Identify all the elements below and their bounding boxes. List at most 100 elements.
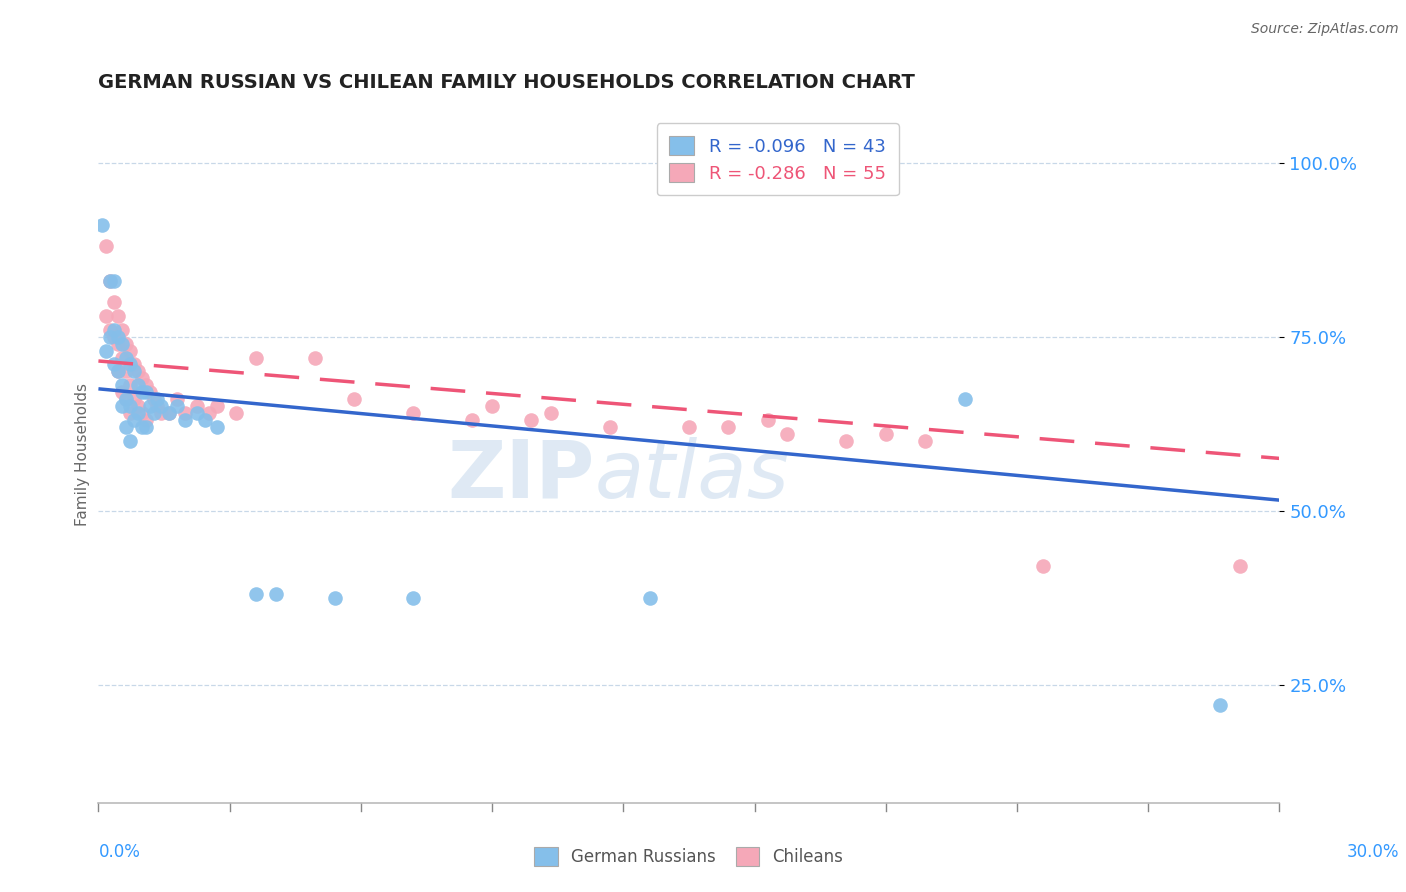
Point	[127, 378, 149, 392]
Point	[131, 406, 153, 420]
Point	[103, 323, 125, 337]
Point	[107, 329, 129, 343]
Point	[98, 323, 121, 337]
Point	[127, 364, 149, 378]
Point	[1209, 698, 1232, 713]
Point	[118, 406, 141, 420]
Point	[111, 399, 134, 413]
Point	[111, 378, 134, 392]
Point	[1032, 559, 1054, 574]
Text: atlas: atlas	[595, 437, 789, 515]
Point	[776, 427, 799, 442]
Point	[166, 392, 188, 407]
Y-axis label: Family Households: Family Households	[75, 384, 90, 526]
Text: Source: ZipAtlas.com: Source: ZipAtlas.com	[1251, 22, 1399, 37]
Point	[914, 434, 936, 448]
Point	[142, 406, 165, 420]
Point	[107, 336, 129, 351]
Point	[118, 358, 141, 372]
Point	[122, 392, 145, 407]
Point	[115, 392, 138, 407]
Point	[107, 364, 129, 378]
Point	[131, 420, 153, 434]
Point	[107, 309, 129, 323]
Point	[638, 591, 661, 605]
Point	[402, 406, 425, 420]
Text: 30.0%: 30.0%	[1347, 843, 1399, 861]
Point	[756, 413, 779, 427]
Point	[157, 406, 180, 420]
Point	[131, 385, 153, 400]
Point	[166, 399, 188, 413]
Point	[245, 351, 267, 365]
Point	[122, 358, 145, 372]
Point	[115, 336, 138, 351]
Point	[122, 413, 145, 427]
Point	[402, 591, 425, 605]
Point	[118, 434, 141, 448]
Point	[174, 406, 197, 420]
Point	[142, 392, 165, 407]
Text: 0.0%: 0.0%	[98, 843, 141, 861]
Point	[323, 591, 346, 605]
Point	[118, 343, 141, 358]
Point	[150, 406, 173, 420]
Point	[174, 413, 197, 427]
Point	[717, 420, 740, 434]
Point	[186, 399, 208, 413]
Point	[103, 329, 125, 343]
Point	[96, 239, 118, 253]
Point	[225, 406, 247, 420]
Point	[135, 420, 157, 434]
Point	[115, 420, 138, 434]
Point	[343, 392, 366, 407]
Point	[131, 371, 153, 385]
Point	[304, 351, 326, 365]
Point	[678, 420, 700, 434]
Point	[875, 427, 897, 442]
Point	[115, 351, 138, 365]
Point	[205, 420, 228, 434]
Point	[111, 385, 134, 400]
Point	[118, 399, 141, 413]
Point	[146, 392, 169, 407]
Point	[186, 406, 208, 420]
Point	[520, 413, 543, 427]
Point	[96, 343, 118, 358]
Point	[135, 413, 157, 427]
Point	[835, 434, 858, 448]
Point	[111, 323, 134, 337]
Point	[103, 294, 125, 309]
Point	[96, 309, 118, 323]
Legend: German Russians, Chileans: German Russians, Chileans	[526, 839, 852, 874]
Point	[245, 587, 267, 601]
Point	[138, 385, 160, 400]
Point	[98, 274, 121, 288]
Point	[107, 364, 129, 378]
Point	[194, 413, 217, 427]
Point	[461, 413, 484, 427]
Point	[135, 385, 157, 400]
Point	[150, 399, 173, 413]
Text: ZIP: ZIP	[447, 437, 595, 515]
Point	[1229, 559, 1251, 574]
Point	[111, 336, 134, 351]
Point	[481, 399, 503, 413]
Point	[138, 399, 160, 413]
Point	[115, 392, 138, 407]
Point	[111, 351, 134, 365]
Text: GERMAN RUSSIAN VS CHILEAN FAMILY HOUSEHOLDS CORRELATION CHART: GERMAN RUSSIAN VS CHILEAN FAMILY HOUSEHO…	[98, 72, 915, 92]
Point	[157, 406, 180, 420]
Point	[146, 399, 169, 413]
Point	[98, 274, 121, 288]
Point	[127, 406, 149, 420]
Point	[103, 274, 125, 288]
Point	[264, 587, 287, 601]
Point	[127, 399, 149, 413]
Point	[103, 358, 125, 372]
Point	[197, 406, 219, 420]
Point	[115, 364, 138, 378]
Point	[953, 392, 976, 407]
Point	[205, 399, 228, 413]
Point	[135, 378, 157, 392]
